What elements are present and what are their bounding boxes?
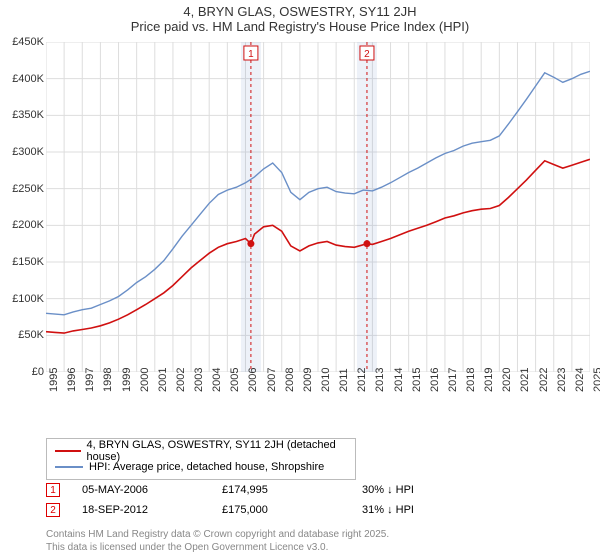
sale-date-1: 05-MAY-2006 bbox=[82, 484, 222, 496]
svg-text:1: 1 bbox=[248, 49, 254, 60]
y-tick-label: £100K bbox=[0, 293, 44, 305]
x-tick-label: 1996 bbox=[66, 376, 78, 392]
y-tick-label: £400K bbox=[0, 73, 44, 85]
x-tick-label: 2003 bbox=[193, 376, 205, 392]
x-tick-label: 1997 bbox=[84, 376, 96, 392]
chart-area: 12 bbox=[46, 42, 590, 402]
legend-row-property: 4, BRYN GLAS, OSWESTRY, SY11 2JH (detach… bbox=[55, 443, 347, 459]
x-tick-label: 2016 bbox=[429, 376, 441, 392]
x-tick-label: 2021 bbox=[519, 376, 531, 392]
x-tick-label: 1999 bbox=[121, 376, 133, 392]
x-tick-label: 2011 bbox=[338, 376, 350, 392]
sale-date-2: 18-SEP-2012 bbox=[82, 504, 222, 516]
x-tick-label: 2002 bbox=[175, 376, 187, 392]
chart-svg: 12 bbox=[46, 42, 590, 372]
x-tick-label: 2014 bbox=[393, 376, 405, 392]
sale-marker-1: 1 bbox=[46, 483, 60, 497]
x-tick-label: 2005 bbox=[229, 376, 241, 392]
y-tick-label: £300K bbox=[0, 146, 44, 158]
x-tick-label: 2004 bbox=[211, 376, 223, 392]
sale-row-1: 1 05-MAY-2006 £174,995 30% ↓ HPI bbox=[46, 480, 566, 500]
chart-container: 4, BRYN GLAS, OSWESTRY, SY11 2JH Price p… bbox=[0, 0, 600, 560]
sale-delta-2: 31% ↓ HPI bbox=[362, 504, 502, 516]
y-tick-label: £250K bbox=[0, 183, 44, 195]
y-tick-label: £200K bbox=[0, 219, 44, 231]
y-tick-label: £150K bbox=[0, 256, 44, 268]
x-tick-label: 1995 bbox=[48, 376, 60, 392]
x-tick-label: 2009 bbox=[302, 376, 314, 392]
sale-delta-1: 30% ↓ HPI bbox=[362, 484, 502, 496]
y-tick-label: £350K bbox=[0, 109, 44, 121]
legend-box: 4, BRYN GLAS, OSWESTRY, SY11 2JH (detach… bbox=[46, 438, 356, 480]
y-tick-label: £0 bbox=[0, 366, 44, 378]
x-tick-label: 2018 bbox=[465, 376, 477, 392]
title-sub: Price paid vs. HM Land Registry's House … bbox=[0, 19, 600, 34]
x-tick-label: 2020 bbox=[501, 376, 513, 392]
x-tick-label: 2013 bbox=[374, 376, 386, 392]
legend-swatch-property bbox=[55, 450, 81, 452]
y-tick-label: £50K bbox=[0, 329, 44, 341]
x-tick-label: 2015 bbox=[411, 376, 423, 392]
x-tick-label: 2023 bbox=[556, 376, 568, 392]
x-tick-label: 1998 bbox=[102, 376, 114, 392]
legend-label-hpi: HPI: Average price, detached house, Shro… bbox=[89, 461, 324, 473]
svg-text:2: 2 bbox=[364, 49, 370, 60]
sale-row-2: 2 18-SEP-2012 £175,000 31% ↓ HPI bbox=[46, 500, 566, 520]
x-tick-label: 2000 bbox=[139, 376, 151, 392]
x-tick-label: 2019 bbox=[483, 376, 495, 392]
legend-row-hpi: HPI: Average price, detached house, Shro… bbox=[55, 459, 347, 475]
x-tick-label: 2010 bbox=[320, 376, 332, 392]
footer-line2: This data is licensed under the Open Gov… bbox=[46, 541, 389, 554]
x-tick-label: 2006 bbox=[247, 376, 259, 392]
sales-table: 1 05-MAY-2006 £174,995 30% ↓ HPI 2 18-SE… bbox=[46, 480, 566, 520]
x-tick-label: 2017 bbox=[447, 376, 459, 392]
x-tick-label: 2012 bbox=[356, 376, 368, 392]
footer-line1: Contains HM Land Registry data © Crown c… bbox=[46, 528, 389, 541]
sale-marker-2: 2 bbox=[46, 503, 60, 517]
x-tick-label: 2001 bbox=[157, 376, 169, 392]
x-tick-label: 2024 bbox=[574, 376, 586, 392]
x-tick-label: 2007 bbox=[266, 376, 278, 392]
sale-price-1: £174,995 bbox=[222, 484, 362, 496]
sale-price-2: £175,000 bbox=[222, 504, 362, 516]
legend-swatch-hpi bbox=[55, 466, 83, 468]
x-tick-label: 2025 bbox=[592, 376, 600, 392]
title-block: 4, BRYN GLAS, OSWESTRY, SY11 2JH Price p… bbox=[0, 0, 600, 36]
title-main: 4, BRYN GLAS, OSWESTRY, SY11 2JH bbox=[0, 4, 600, 19]
y-tick-label: £450K bbox=[0, 36, 44, 48]
x-tick-label: 2022 bbox=[538, 376, 550, 392]
footer: Contains HM Land Registry data © Crown c… bbox=[46, 528, 389, 554]
x-tick-label: 2008 bbox=[284, 376, 296, 392]
legend-label-property: 4, BRYN GLAS, OSWESTRY, SY11 2JH (detach… bbox=[87, 439, 347, 463]
